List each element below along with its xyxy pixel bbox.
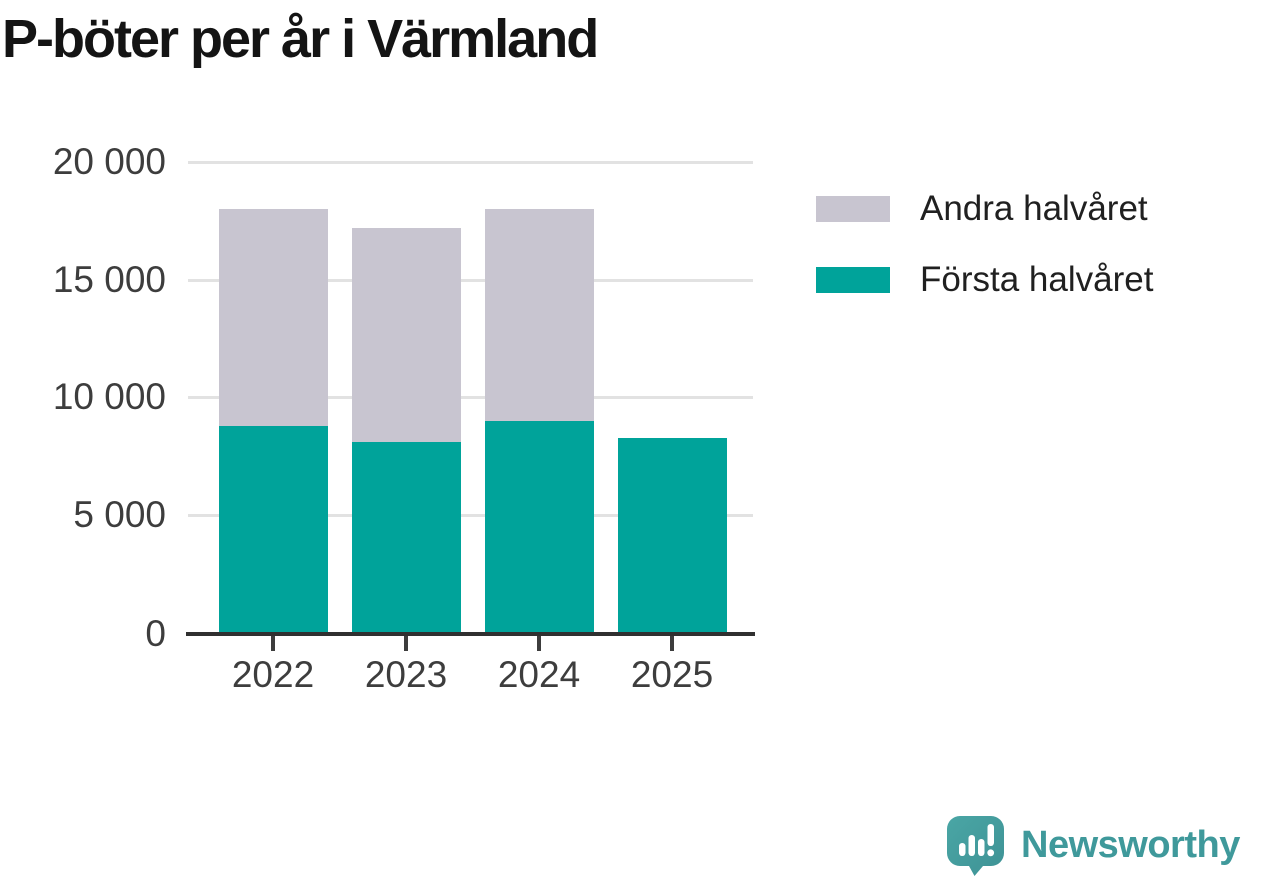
x-axis-tick bbox=[670, 636, 674, 651]
x-axis-line bbox=[186, 632, 755, 636]
legend-swatch bbox=[816, 267, 890, 293]
legend-item: Andra halvåret bbox=[816, 189, 1153, 229]
gridline bbox=[188, 278, 753, 282]
bar-segment-2024 bbox=[484, 209, 594, 421]
y-axis-tick-label: 0 bbox=[145, 613, 166, 654]
bar-segment-2024 bbox=[484, 420, 594, 632]
legend-item: Första halvåret bbox=[816, 260, 1153, 300]
bar-segment-2025 bbox=[617, 438, 727, 632]
y-axis-tick-label: 20 000 bbox=[52, 141, 166, 182]
legend-swatch bbox=[816, 196, 890, 222]
x-axis-tick bbox=[404, 636, 408, 651]
chart-title: P-böter per år i Värmland bbox=[2, 9, 599, 69]
legend: Andra halvåret Första halvåret bbox=[816, 189, 1153, 300]
bar-segment-2022 bbox=[218, 209, 328, 427]
bar-segment-2023 bbox=[351, 441, 461, 632]
x-axis-tick-label: 2022 bbox=[231, 654, 315, 695]
legend-label: Andra halvåret bbox=[920, 189, 1148, 228]
x-axis-tick bbox=[537, 636, 541, 651]
y-axis-tick-label: 5 000 bbox=[73, 493, 166, 535]
y-axis-tick-label: 15 000 bbox=[52, 258, 166, 300]
bar-segment-2022 bbox=[218, 426, 328, 632]
newsworthy-logo-text: Newsworthy bbox=[1021, 824, 1240, 866]
gridline bbox=[188, 161, 753, 164]
x-axis-tick bbox=[271, 636, 275, 651]
newsworthy-logo: Newsworthy bbox=[946, 815, 1240, 876]
x-axis-tick-label: 2023 bbox=[364, 654, 448, 695]
gridline bbox=[188, 513, 753, 517]
legend-label: Första halvåret bbox=[920, 260, 1154, 299]
bar-segment-2023 bbox=[351, 227, 461, 442]
newsworthy-icon bbox=[947, 816, 1004, 876]
gridline bbox=[188, 396, 753, 399]
x-axis-tick-label: 2025 bbox=[630, 654, 714, 695]
y-axis-tick-label: 10 000 bbox=[52, 376, 166, 417]
x-axis-tick-label: 2024 bbox=[497, 654, 581, 695]
